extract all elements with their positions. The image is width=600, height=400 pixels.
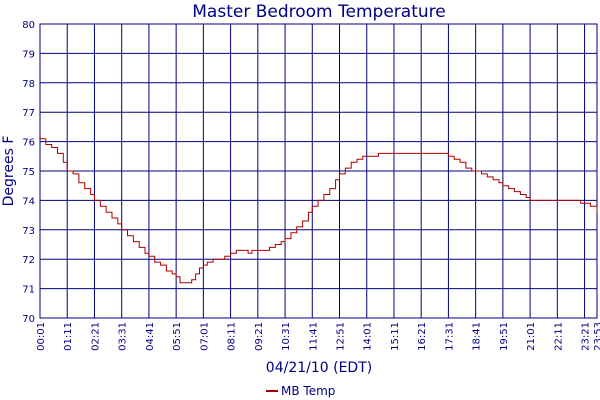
- y-axis-label: Degrees F: [1, 136, 17, 207]
- y-tick-label: 78: [22, 79, 35, 90]
- x-tick-label: 00:01: [36, 322, 47, 351]
- x-tick-label: 23:21: [581, 322, 592, 351]
- legend-label: MB Temp: [281, 384, 335, 398]
- x-tick-label: 16:21: [417, 322, 428, 351]
- x-axis-ticks: 00:01 01:11 02:21 03:31 04:41 05:51 07:01 08:11…: [36, 322, 600, 351]
- grid-lines: [40, 24, 597, 318]
- x-tick-label: 23:53: [593, 322, 600, 351]
- x-tick-label: 01:11: [63, 322, 74, 351]
- x-tick-label: 18:41: [472, 322, 483, 351]
- x-tick-label: 22:11: [553, 322, 564, 351]
- series-line-mb-temp: [40, 138, 598, 284]
- y-axis-ticks: 70 71 72 73 74 75 76 77 78 79 80: [22, 20, 35, 325]
- x-tick-label: 12:51: [336, 322, 347, 351]
- x-tick-label: 07:01: [199, 322, 210, 351]
- chart-title: Master Bedroom Temperature: [192, 2, 445, 22]
- y-tick-label: 73: [22, 226, 35, 237]
- x-axis-label: 04/21/10 (EDT): [266, 360, 372, 376]
- x-tick-label: 14:01: [363, 322, 374, 351]
- x-tick-label: 10:31: [281, 322, 292, 351]
- x-tick-label: 02:21: [90, 322, 101, 351]
- x-tick-label: 19:51: [499, 322, 510, 351]
- x-tick-label: 03:31: [118, 322, 129, 351]
- y-tick-label: 77: [22, 108, 35, 119]
- x-tick-label: 08:11: [227, 322, 238, 351]
- y-tick-label: 70: [22, 314, 35, 325]
- x-tick-label: 09:21: [254, 322, 265, 351]
- x-tick-label: 04:41: [145, 322, 156, 351]
- y-tick-label: 72: [22, 255, 35, 266]
- plot-frame: [39, 23, 598, 319]
- x-tick-label: 05:51: [172, 322, 183, 351]
- x-tick-label: 21:01: [526, 322, 537, 351]
- y-tick-label: 75: [22, 167, 35, 178]
- x-tick-label: 17:31: [444, 322, 455, 351]
- y-tick-label: 80: [22, 20, 35, 31]
- y-tick-label: 76: [22, 138, 35, 149]
- y-tick-label: 79: [22, 49, 35, 60]
- legend: MB Temp: [266, 384, 335, 398]
- y-tick-label: 71: [22, 285, 35, 296]
- x-tick-label: 11:41: [308, 322, 319, 351]
- y-tick-label: 74: [22, 196, 35, 207]
- x-tick-label: 15:11: [390, 322, 401, 351]
